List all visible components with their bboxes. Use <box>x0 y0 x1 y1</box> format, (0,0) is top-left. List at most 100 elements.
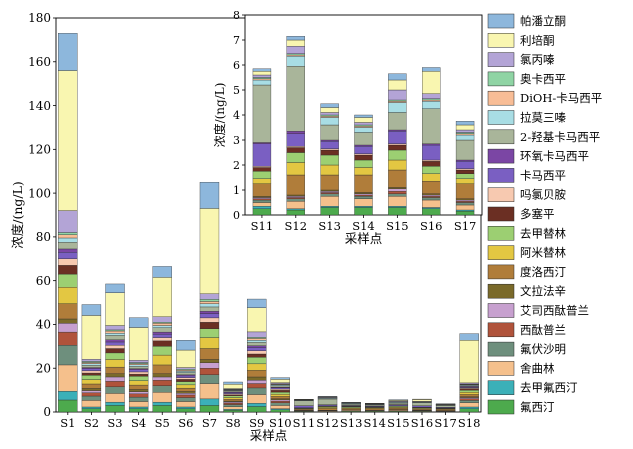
inset-bar-segment <box>388 189 406 192</box>
inset-bar-segment <box>253 171 271 179</box>
inset-bar-segment <box>321 113 339 116</box>
inset-bar-segment <box>422 174 440 182</box>
main-bar-segment <box>176 409 195 412</box>
inset-bar-segment <box>253 184 271 197</box>
main-bar-segment <box>294 401 313 406</box>
inset-bar-segment <box>253 79 271 80</box>
inset-bar-segment <box>456 210 474 211</box>
main-bar-segment <box>200 349 219 360</box>
main-bar-segment <box>82 375 101 379</box>
inset-bar-segment <box>456 203 474 206</box>
main-bar-segment <box>247 407 266 412</box>
inset-y-tick-label: 2 <box>233 159 240 172</box>
main-bar-segment <box>200 322 219 329</box>
inset-bar-segment <box>287 209 305 210</box>
main-bar-segment <box>247 384 266 388</box>
main-bar-segment <box>82 315 101 359</box>
main-bar-segment <box>247 299 266 308</box>
main-y-tick-label: 0 <box>43 405 51 419</box>
inset-bar-segment <box>253 80 271 85</box>
main-bar-segment <box>200 338 219 349</box>
inset-bar-segment <box>355 208 373 216</box>
main-bar-segment <box>200 208 219 293</box>
main-bar-segment <box>58 242 77 249</box>
main-bar-segment <box>247 388 266 395</box>
inset-bar-segment <box>388 130 406 131</box>
main-x-axis-label: 采样点 <box>250 428 288 443</box>
legend-swatch <box>488 207 514 221</box>
main-bar-segment <box>153 392 172 402</box>
main-bar-segment <box>224 384 243 388</box>
main-bar-segment <box>389 403 408 405</box>
main-bar-segment <box>176 379 195 381</box>
main-bar-segment <box>247 346 266 348</box>
main-bar-segment <box>106 331 125 333</box>
main-x-tick-label: S13 <box>340 416 363 430</box>
inset-bar-segment <box>253 71 271 75</box>
main-bar-segment <box>129 360 148 362</box>
main-bar-segment <box>460 340 479 383</box>
legend-label: 艾司西酞普兰 <box>520 304 589 318</box>
main-x-tick-label: S14 <box>363 416 386 430</box>
inset-bar-segment <box>388 80 406 90</box>
legend-swatch <box>488 381 514 395</box>
main-bar-segment <box>129 370 148 372</box>
main-bar-segment <box>271 378 290 380</box>
legend-swatch <box>488 53 514 67</box>
inset-bar-segment <box>321 165 339 175</box>
inset-bar-segment <box>355 160 373 168</box>
main-x-tick-label: S1 <box>60 416 75 430</box>
inset-bar-segment <box>355 155 373 160</box>
main-bar-segment <box>176 398 195 402</box>
main-bar-segment <box>153 374 172 377</box>
inset-bar-segment <box>422 194 440 195</box>
inset-bar-segment <box>287 201 305 209</box>
main-bar-segment <box>106 342 125 345</box>
main-bar-segment <box>106 387 125 394</box>
main-bar-segment <box>318 409 337 411</box>
inset-bar-segment <box>388 131 406 144</box>
main-bar-segment <box>389 408 408 410</box>
legend-label: 去甲氟西汀 <box>520 381 578 395</box>
main-bar-segment <box>58 319 77 323</box>
main-bar-segment <box>176 376 195 378</box>
main-bar-segment <box>271 390 290 392</box>
main-bar-segment <box>176 382 195 385</box>
main-bar-segment <box>106 345 125 348</box>
inset-bar-segment <box>355 194 373 195</box>
inset-bar-segment <box>253 198 271 199</box>
inset-bar-segment <box>253 69 271 72</box>
main-bar-segment <box>176 393 195 395</box>
main-y-tick-label: 120 <box>28 143 51 157</box>
main-bar-segment <box>129 409 148 412</box>
inset-bar-segment <box>456 125 474 130</box>
inset-bar-segment <box>388 74 406 80</box>
inset-bar-segment <box>253 75 271 78</box>
inset-bar-segment <box>321 116 339 117</box>
legend-label: 阿米替林 <box>520 246 566 260</box>
main-x-tick-label: S16 <box>411 416 434 430</box>
main-bar-segment <box>153 334 172 337</box>
main-bar-segment <box>129 389 148 391</box>
main-bar-segment <box>153 328 172 332</box>
inset-bar-segment <box>253 199 271 200</box>
inset-bar-segment <box>287 146 305 147</box>
legend-swatch <box>488 149 514 163</box>
inset-bar-segment <box>287 54 305 55</box>
inset-bar-segment <box>287 163 305 176</box>
chart-legend: 帕潘立酮利培酮氯丙嗪奥卡西平DiOH-卡马西平拉莫三嗪2-羟基卡马西平环氧卡马西… <box>488 14 602 414</box>
inset-bar-segment <box>422 100 440 101</box>
main-bar-segment <box>247 340 266 342</box>
inset-bar-segment <box>253 209 271 215</box>
legend-label: 卡马西平 <box>520 168 566 182</box>
inset-bar-segment <box>388 191 406 194</box>
main-bar-segment <box>153 326 172 328</box>
inset-bar-segment <box>388 101 406 102</box>
main-bar-segment <box>200 307 219 311</box>
main-bar-segment <box>82 400 101 407</box>
legend-label: 多塞平 <box>520 207 555 221</box>
main-bar-segment <box>58 211 77 233</box>
legend-swatch <box>488 400 514 414</box>
inset-x-tick-label: S15 <box>386 219 409 233</box>
main-bar-segment <box>82 365 101 367</box>
